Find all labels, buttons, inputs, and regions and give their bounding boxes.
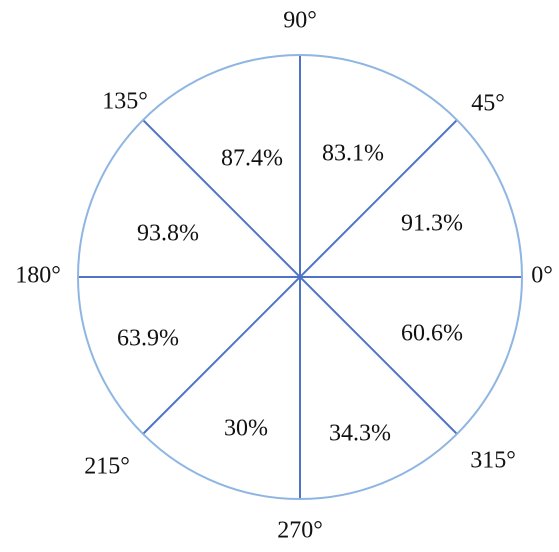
sector-label: 91.3% (401, 211, 463, 237)
angle-label: 315° (470, 448, 516, 474)
sector-label: 30% (224, 416, 268, 442)
sector-label: 63.9% (117, 326, 179, 352)
angle-label: 215° (84, 454, 130, 480)
angle-label: 180° (15, 263, 61, 289)
sector-label: 83.1% (322, 141, 384, 167)
angle-label: 270° (277, 518, 323, 544)
sector-label: 87.4% (221, 146, 283, 172)
outer-circle (77, 54, 523, 500)
angle-label: 0° (531, 263, 553, 289)
divider-lines (78, 55, 522, 499)
angle-label: 135° (102, 89, 148, 115)
sector-label: 93.8% (137, 221, 199, 247)
divider-line (142, 119, 458, 435)
sector-label: 34.3% (329, 421, 391, 447)
angle-label: 90° (283, 8, 317, 34)
sector-label: 60.6% (401, 321, 463, 347)
angle-label: 45° (471, 91, 505, 117)
